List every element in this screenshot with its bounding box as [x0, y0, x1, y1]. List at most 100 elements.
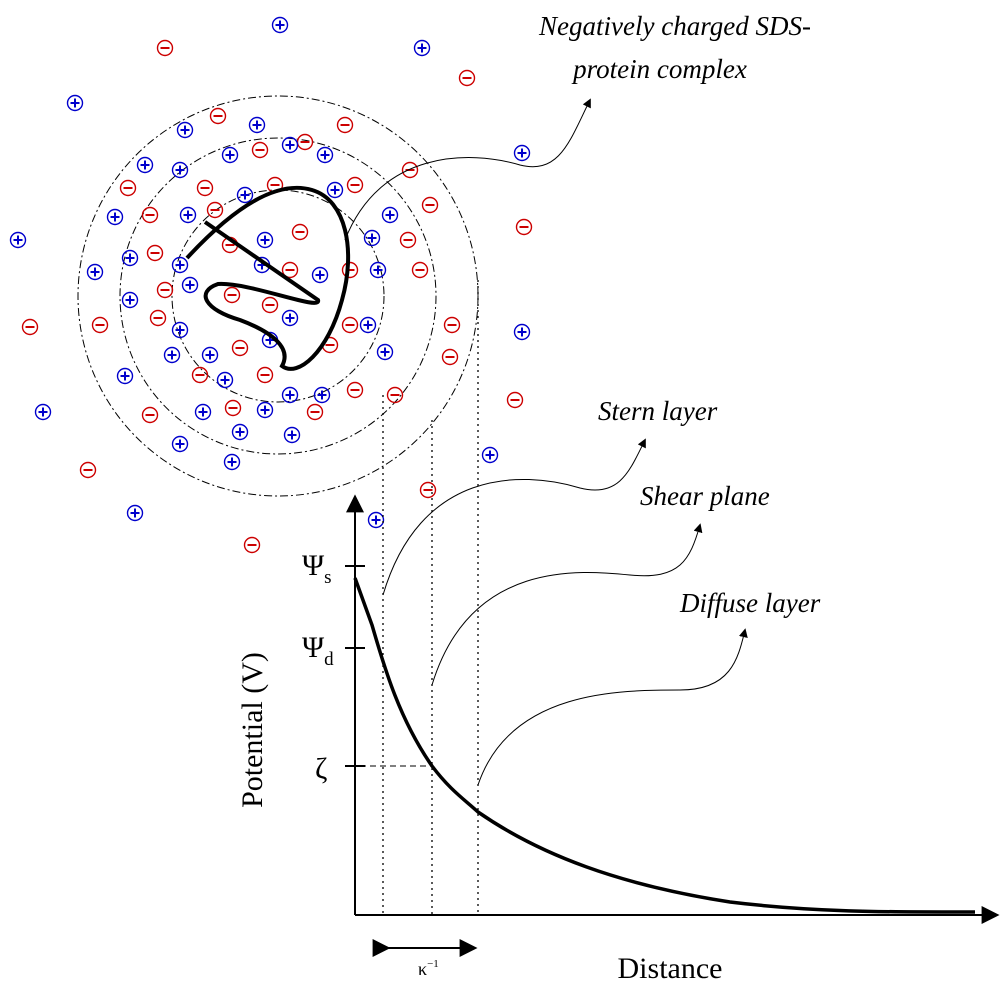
cation [106, 208, 124, 226]
cation [363, 229, 381, 247]
ion-ring [281, 309, 299, 327]
ion-ring [261, 296, 279, 314]
ion-ring [481, 446, 499, 464]
ion-ring [206, 201, 224, 219]
superscript: −1 [427, 958, 439, 970]
cation [136, 156, 154, 174]
ion-ring [231, 423, 249, 441]
ion-ring [66, 94, 84, 112]
cation [216, 371, 234, 389]
anion [223, 286, 241, 304]
anion [206, 201, 224, 219]
cation [413, 39, 431, 57]
ion-ring [513, 144, 531, 162]
ion-ring [399, 231, 417, 249]
cation [34, 403, 52, 421]
ion-ring [136, 156, 154, 174]
protein-complex [185, 185, 350, 371]
complex-label: protein complex [571, 54, 747, 84]
ion-ring [34, 403, 52, 421]
ion-ring [223, 286, 241, 304]
ion-ring [513, 323, 531, 341]
cation [171, 161, 189, 179]
ion-ring [201, 346, 219, 364]
anion [458, 69, 476, 87]
ion-ring [271, 16, 289, 34]
ion-ring [381, 206, 399, 224]
ion-ring [221, 146, 239, 164]
anion [386, 386, 404, 404]
ion-ring [243, 536, 261, 554]
ion-ring [141, 206, 159, 224]
ion-ring [251, 141, 269, 159]
anion [231, 339, 249, 357]
ion-ring [256, 231, 274, 249]
anion [419, 481, 437, 499]
ion-ring [21, 318, 39, 336]
callouts [344, 98, 748, 786]
ion-ring [326, 181, 344, 199]
anion [296, 133, 314, 151]
boundaries [382, 280, 479, 915]
psi-s-label: Ψs [302, 549, 332, 588]
ion-ring [176, 121, 194, 139]
cation [221, 146, 239, 164]
ion-ring [515, 218, 533, 236]
anion [209, 107, 227, 125]
ion-ring [281, 261, 299, 279]
ion-ring [119, 179, 137, 197]
anion [421, 196, 439, 214]
cation [359, 316, 377, 334]
ion-ring [443, 316, 461, 334]
ions [9, 16, 533, 554]
anion [91, 316, 109, 334]
cation [66, 94, 84, 112]
ion-ring [196, 179, 214, 197]
ion-ring [216, 371, 234, 389]
cation [171, 435, 189, 453]
cation [121, 291, 139, 309]
kappa-label: κ−1 [418, 958, 439, 979]
ion-ring [194, 403, 212, 421]
ion-ring [281, 136, 299, 154]
subscript: d [324, 649, 334, 670]
anion [156, 39, 174, 57]
ion-ring [411, 261, 429, 279]
ion-ring [171, 435, 189, 453]
ion-ring [171, 256, 189, 274]
ion-ring [283, 426, 301, 444]
cation [256, 401, 274, 419]
symbol: Ψ [302, 631, 325, 664]
cation [181, 276, 199, 294]
ion-ring [346, 381, 364, 399]
subscript: s [324, 567, 331, 588]
ion-ring [413, 39, 431, 57]
ion-ring [209, 107, 227, 125]
axes [345, 494, 1000, 924]
cation [86, 263, 104, 281]
cation [248, 116, 266, 134]
anion [506, 391, 524, 409]
anion [21, 318, 39, 336]
ion-ring [156, 39, 174, 57]
anion [79, 461, 97, 479]
ion-ring [313, 386, 331, 404]
cation [231, 423, 249, 441]
ion-ring [224, 399, 242, 417]
anion [401, 161, 419, 179]
ion-ring [386, 386, 404, 404]
anion [224, 399, 242, 417]
ion-ring [367, 511, 385, 529]
ion-ring [121, 291, 139, 309]
anion [251, 141, 269, 159]
ion-ring [281, 386, 299, 404]
ion-ring [441, 348, 459, 366]
anion [281, 261, 299, 279]
psi-d-label: Ψd [302, 631, 334, 670]
potential-curve [353, 577, 976, 914]
ion-ring [458, 69, 476, 87]
x-axis-label: Distance [618, 952, 723, 985]
ion-ring [156, 281, 174, 299]
cation [201, 346, 219, 364]
